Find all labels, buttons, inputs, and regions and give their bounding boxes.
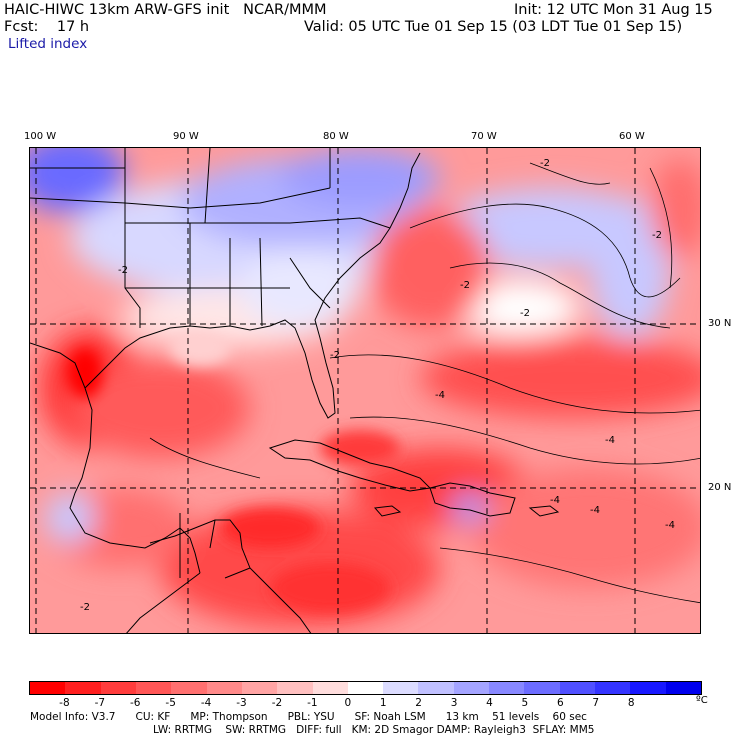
lat-label-30n: 30 N: [708, 318, 732, 329]
contour-label: -2: [540, 158, 550, 169]
lon-label-60w: 60 W: [619, 131, 645, 142]
colorbar-label: 7: [592, 697, 600, 709]
colorbar-label: 8: [627, 697, 635, 709]
contour-label: -2: [460, 280, 470, 291]
colorbar-swatch: [347, 682, 384, 694]
contour-label: -4: [605, 435, 615, 446]
colorbar-label: -8: [59, 697, 70, 709]
colorbar-swatch: [489, 682, 525, 694]
colorbar-label: 0: [344, 697, 352, 709]
colorbar-swatch: [418, 682, 454, 694]
colorbar-label: 6: [556, 697, 564, 709]
colorbar-swatch: [206, 682, 242, 694]
model-info-line1: Model Info: V3.7 CU: KF MP: Thompson PBL…: [30, 711, 587, 723]
colorbar-swatch: [135, 682, 172, 694]
colorbar-swatch: [65, 682, 101, 694]
colorbar-swatch: [100, 682, 136, 694]
colorbar-swatch: [630, 682, 666, 694]
valid-time: Valid: 05 UTC Tue 01 Sep 15 (03 LDT Tue …: [304, 19, 683, 35]
lat-label-20n: 20 N: [708, 482, 732, 493]
colorbar-label: 4: [486, 697, 493, 709]
colorbar-label: -7: [94, 697, 106, 709]
colorbar-swatch: [30, 682, 66, 694]
contour-label: -4: [550, 495, 560, 506]
colorbar-label: -4: [200, 697, 212, 709]
colorbar-label: -1: [307, 697, 318, 709]
contour-label: -2: [80, 602, 90, 613]
contour-label: -2: [118, 265, 128, 276]
init-time: Init: 12 UTC Mon 31 Aug 15: [514, 2, 713, 18]
contour-label: -2: [330, 350, 340, 361]
colorbar-swatch: [241, 682, 278, 694]
colorbar-swatch: [559, 682, 595, 694]
colorbar-swatch: [524, 682, 560, 694]
colorbar-swatch: [383, 682, 419, 694]
field-detail: [67, 330, 400, 613]
lon-label-80w: 80 W: [323, 131, 349, 142]
forecast-hour: Fcst: 17 h: [4, 19, 90, 35]
colorbar-label: -6: [130, 697, 141, 709]
colorbar-label: 3: [450, 697, 458, 709]
lifted-index-map: -2 -2 -2 -2 -2 -2 -2 -4 -4 -4 -4 -4: [29, 147, 701, 634]
coastlines: [30, 148, 560, 633]
contour-label: -2: [652, 230, 662, 241]
lon-label-90w: 90 W: [173, 131, 199, 142]
contour-labels: -2 -2 -2 -2 -2 -2 -2 -4 -4 -4 -4 -4: [80, 158, 675, 613]
colorbar-label: -2: [271, 697, 283, 709]
contour-label: -4: [590, 505, 600, 516]
contour-label: -4: [435, 390, 445, 401]
contour-label: -2: [520, 308, 530, 319]
map-svg: -2 -2 -2 -2 -2 -2 -2 -4 -4 -4 -4 -4: [30, 148, 700, 633]
latlon-grid: [30, 148, 700, 633]
colorbar-label: -5: [165, 697, 176, 709]
contour-label: -4: [665, 520, 675, 531]
colorbar-swatch: [277, 682, 313, 694]
colorbar-swatch: [453, 682, 490, 694]
model-info-line2: LW: RRTMG SW: RRTMG DIFF: full KM: 2D Sm…: [153, 724, 595, 736]
field-name: Lifted index: [8, 36, 88, 52]
colorbar-swatch: [665, 682, 701, 694]
lon-label-70w: 70 W: [471, 131, 497, 142]
contours: [149, 162, 700, 604]
lon-label-100w: 100 W: [24, 131, 57, 142]
colorbar-swatch: [312, 682, 348, 694]
colorbar-swatch: [595, 682, 631, 694]
colorbar-label: -3: [236, 697, 247, 709]
colorbar: [29, 681, 702, 695]
colorbar-label: 2: [415, 697, 422, 709]
model-title: HAIC-HIWC 13km ARW-GFS init NCAR/MMM: [4, 2, 327, 18]
colorbar-units: ºC: [696, 695, 708, 706]
colorbar-label: 5: [521, 697, 529, 709]
colorbar-swatch: [171, 682, 207, 694]
colorbar-label: 1: [379, 697, 387, 709]
